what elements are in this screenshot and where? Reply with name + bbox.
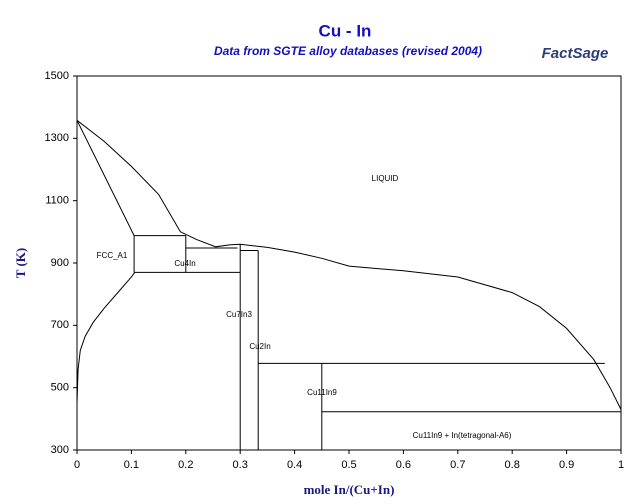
x-tick-label: 0.1 <box>124 459 139 471</box>
y-tick-label: 1100 <box>45 195 69 207</box>
y-tick-label: 300 <box>51 444 69 456</box>
x-tick-label: 0.5 <box>341 459 356 471</box>
y-tick-label: 500 <box>51 382 69 394</box>
region-label: Cu2In <box>249 342 270 351</box>
y-axis-label: T (K) <box>13 248 28 278</box>
y-tick-label: 700 <box>51 319 69 331</box>
region-label: Cu7In3 <box>226 310 252 319</box>
y-tick-label: 1500 <box>45 70 69 82</box>
phase-boundary <box>76 119 622 410</box>
x-tick-label: 0.4 <box>287 459 302 471</box>
region-label: LIQUID <box>372 174 399 183</box>
logo: FactSage <box>542 45 609 62</box>
x-tick-label: 0.7 <box>450 459 465 471</box>
region-label: FCC_A1 <box>97 251 128 260</box>
phase-boundary <box>76 272 136 404</box>
chart-title: Cu - In <box>319 21 372 40</box>
x-axis-label: mole In/(Cu+In) <box>304 482 395 497</box>
region-label: Cu11In9 + In(tetragonal-A6) <box>413 431 512 440</box>
phase-boundary <box>76 120 135 236</box>
x-tick-label: 0.9 <box>559 459 574 471</box>
x-tick-label: 0.6 <box>396 459 411 471</box>
y-tick-label: 900 <box>51 257 69 269</box>
x-tick-label: 0.3 <box>233 459 248 471</box>
plot-frame <box>76 75 622 451</box>
x-tick-label: 0 <box>74 459 80 471</box>
region-label: Cu11In9 <box>307 388 337 397</box>
y-tick-label: 1300 <box>45 132 69 144</box>
x-tick-label: 1 <box>618 459 624 471</box>
x-tick-label: 0.8 <box>505 459 520 471</box>
chart-subtitle: Data from SGTE alloy databases (revised … <box>214 44 482 58</box>
x-tick-label: 0.2 <box>178 459 193 471</box>
region-label: Cu4In <box>174 259 195 268</box>
